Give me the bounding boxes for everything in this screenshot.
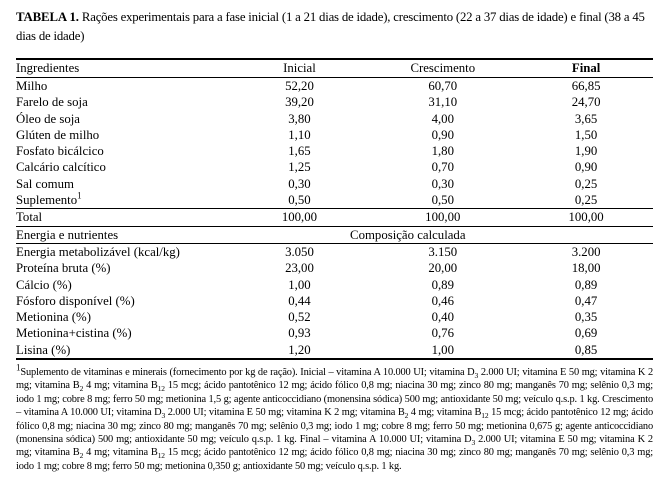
row-value: 66,85 — [571, 79, 601, 93]
row-value: 0,25 — [574, 193, 598, 208]
row-label: Farelo de soja — [16, 95, 88, 110]
row-value: 1,65 — [288, 144, 311, 159]
rations-table: Ingredientes Inicial Crescimento Final M… — [16, 58, 653, 361]
row-value: 0,44 — [288, 293, 311, 308]
col-header-ingredientes: Ingredientes — [16, 59, 233, 78]
table-row: Proteína bruta (%) 23,00 20,00 18,00 — [16, 260, 653, 276]
row-value: 1,00 — [288, 277, 311, 292]
table-row: Metionina (%) 0,52 0,40 0,35 — [16, 309, 653, 325]
row-value: 1,90 — [574, 144, 598, 159]
row-value: 4,00 — [431, 111, 454, 126]
row-value: 3.200 — [571, 244, 601, 259]
row-value: 0,30 — [431, 176, 454, 191]
row-label: Metionina (%) — [16, 310, 91, 325]
row-value: 0,69 — [574, 326, 598, 341]
table-row: Energia metabolizável (kcal/kg) 3.050 3.15… — [16, 243, 653, 260]
row-value: 0,90 — [431, 127, 454, 142]
total-section: Total 100,00 100,00 100,00 Energia e nut… — [16, 208, 653, 244]
row-value: 1,80 — [431, 144, 454, 159]
section-label: Energia e nutrientes — [16, 226, 233, 244]
table-row: Óleo de soja 3,80 4,00 3,65 — [16, 111, 653, 127]
row-value: 3.150 — [428, 244, 458, 259]
ingredients-rows: Milho 52,20 60,70 66,85 Farelo de soja 39,20 3… — [16, 78, 653, 209]
section-row: Energia e nutrientes Composição calculad… — [16, 226, 653, 244]
row-value: 0,52 — [288, 310, 311, 325]
row-label: Proteína bruta (%) — [16, 261, 111, 276]
table-row: Lisina (%) 1,20 1,00 0,85 — [16, 342, 653, 359]
row-value: 0,30 — [288, 176, 311, 191]
table-row: Milho 52,20 60,70 66,85 — [16, 78, 653, 95]
row-value: 3,80 — [288, 111, 311, 126]
row-value: 1,10 — [288, 127, 311, 142]
row-value: 0,40 — [431, 310, 454, 325]
row-value: 0,46 — [431, 293, 454, 308]
col-header-final: Final — [519, 59, 653, 78]
row-value: 60,70 — [428, 79, 458, 93]
footnote: 1Suplemento de vitaminas e minerais (for… — [16, 362, 653, 472]
row-value: 0,50 — [431, 193, 454, 208]
total-value-final: 100,00 — [519, 208, 653, 227]
table-row: Cálcio (%) 1,00 0,89 0,89 — [16, 277, 653, 293]
row-value: 0,47 — [574, 293, 598, 308]
row-value: 3.050 — [285, 244, 314, 259]
row-value: 0,76 — [431, 326, 454, 341]
row-label: Sal comum — [16, 176, 74, 191]
row-value: 39,20 — [285, 95, 314, 110]
table-row: Fosfato bicálcico 1,65 1,80 1,90 — [16, 143, 653, 159]
table-row: Farelo de soja 39,20 31,10 24,70 — [16, 94, 653, 110]
row-value: 0,35 — [574, 310, 598, 325]
row-value: 1,25 — [288, 160, 311, 175]
row-value: 1,50 — [574, 127, 598, 142]
row-label: Suplemento1 — [16, 192, 82, 208]
row-label: Lisina (%) — [16, 342, 71, 357]
row-value: 31,10 — [428, 95, 458, 110]
table-row: Fósforo disponível (%) 0,44 0,46 0,47 — [16, 293, 653, 309]
table-row: Calcário calcítico 1,25 0,70 0,90 — [16, 159, 653, 175]
row-value: 23,00 — [285, 261, 314, 276]
row-value: 52,20 — [285, 79, 314, 93]
row-value: 0,90 — [574, 160, 598, 175]
row-value: 0,25 — [574, 176, 598, 191]
row-label: Fósforo disponível (%) — [16, 293, 135, 308]
header-row: Ingredientes Inicial Crescimento Final — [16, 59, 653, 78]
total-value-inicial: 100,00 — [232, 208, 367, 227]
table-row: Glúten de milho 1,10 0,90 1,50 — [16, 127, 653, 143]
row-value: 0,89 — [574, 277, 598, 292]
row-value: 0,93 — [288, 326, 311, 341]
total-row: Total 100,00 100,00 100,00 — [16, 208, 653, 227]
table-row: Sal comum 0,30 0,30 0,25 — [16, 176, 653, 192]
table-caption: TABELA 1. Rações experimentais para a fa… — [16, 8, 653, 45]
row-label: Energia metabolizável (kcal/kg) — [16, 244, 180, 259]
total-label: Total — [16, 208, 233, 227]
row-label: Cálcio (%) — [16, 277, 72, 292]
row-value: 3,65 — [574, 111, 598, 126]
table-caption-label: TABELA 1. — [16, 10, 79, 24]
row-label: Calcário calcítico — [16, 160, 106, 175]
row-value: 18,00 — [571, 261, 601, 276]
table-row: Metionina+cistina (%) 0,93 0,76 0,69 — [16, 325, 653, 341]
row-value: 24,70 — [571, 95, 601, 110]
row-label: Óleo de soja — [16, 111, 80, 126]
row-value: 0,70 — [431, 160, 454, 175]
section-span-label: Composição calculada — [232, 226, 653, 244]
row-value: 0,85 — [574, 342, 598, 357]
col-header-crescimento: Crescimento — [366, 59, 520, 78]
row-value: 20,00 — [428, 261, 458, 276]
row-value: 1,00 — [431, 342, 454, 357]
col-header-inicial: Inicial — [232, 59, 367, 78]
row-label: Fosfato bicálcico — [16, 144, 104, 159]
row-value: 0,89 — [431, 277, 454, 292]
row-value: 1,20 — [288, 342, 311, 357]
nutrients-rows: Energia metabolizável (kcal/kg) 3.050 3.15… — [16, 243, 653, 359]
row-label: Milho — [16, 79, 48, 93]
table-row: Suplemento1 0,50 0,50 0,25 — [16, 192, 653, 209]
row-value: 0,50 — [288, 193, 311, 208]
table-caption-text: Rações experimentais para a fase inicial… — [16, 10, 645, 43]
row-label: Metionina+cistina (%) — [16, 326, 132, 341]
total-value-crescimento: 100,00 — [366, 208, 520, 227]
row-label: Glúten de milho — [16, 127, 100, 142]
